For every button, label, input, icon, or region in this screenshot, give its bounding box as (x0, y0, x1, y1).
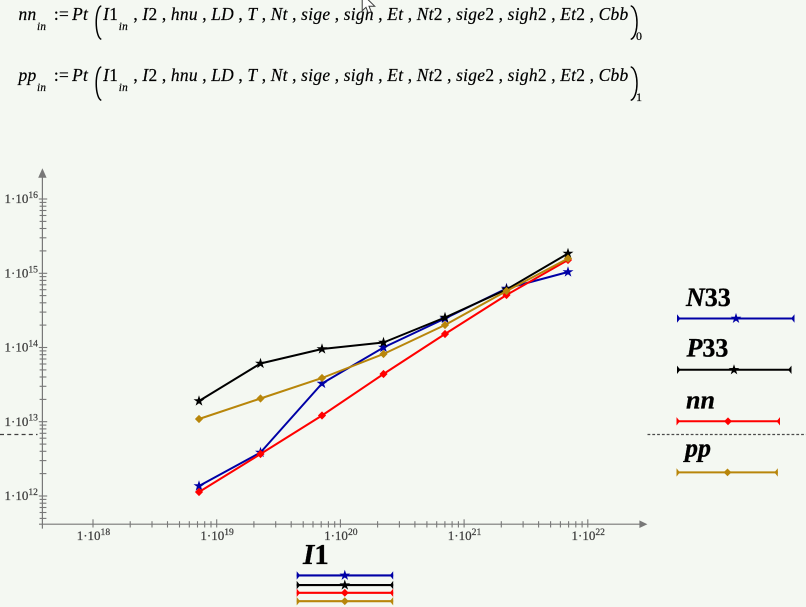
svg-text:1·1012: 1·1012 (5, 487, 39, 503)
svg-text:1·1019: 1·1019 (200, 527, 234, 543)
svg-text:1·1016: 1·1016 (5, 190, 39, 206)
svg-text:1·1018: 1·1018 (77, 527, 111, 543)
svg-text:N33: N33 (685, 283, 731, 312)
svg-text:pp: pp (683, 434, 711, 463)
svg-text:1·1022: 1·1022 (572, 527, 606, 543)
svg-text:1·1013: 1·1013 (5, 413, 39, 429)
svg-text:1·1021: 1·1021 (448, 527, 482, 543)
svg-text:nn: nn (686, 385, 715, 414)
svg-text:1·1020: 1·1020 (324, 527, 358, 543)
svg-text:I1: I1 (302, 539, 329, 571)
svg-text:P33: P33 (686, 333, 729, 362)
svg-text:1·1015: 1·1015 (5, 264, 39, 280)
svg-text:1·1014: 1·1014 (5, 339, 39, 355)
